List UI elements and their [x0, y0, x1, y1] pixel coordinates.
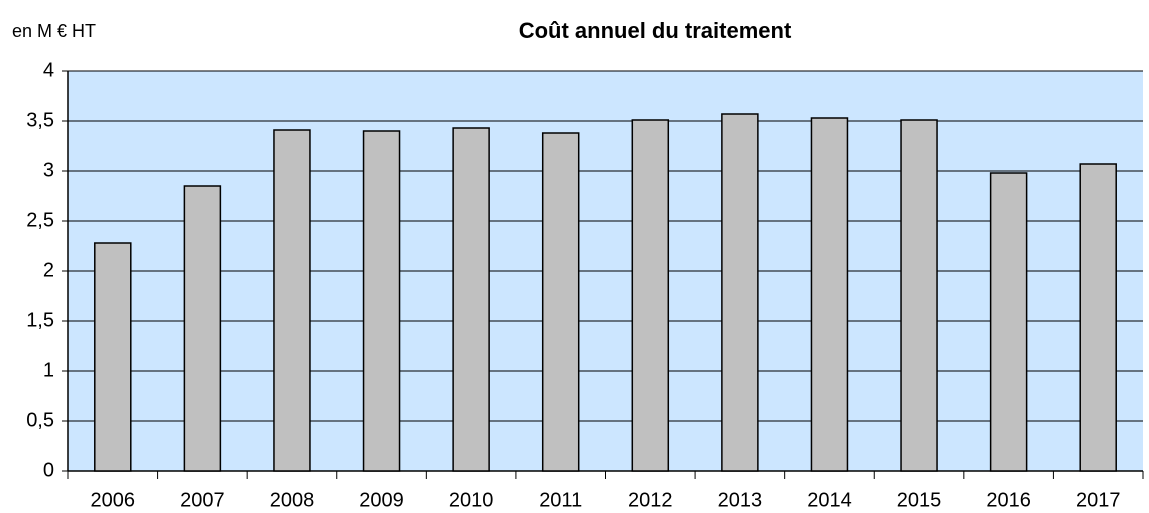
- x-tick-label: 2010: [449, 489, 494, 511]
- bar: [631, 119, 670, 472]
- y-tick-label: 3: [43, 159, 54, 181]
- x-tick-label: 2009: [359, 489, 404, 511]
- bar: [94, 242, 132, 472]
- y-tick-label: 1: [43, 359, 54, 381]
- y-tick-label: 2,5: [26, 209, 54, 231]
- bar: [183, 185, 222, 472]
- y-tick-label: 4: [43, 59, 54, 81]
- unit-label: en M € HT: [12, 21, 96, 41]
- bar: [452, 127, 490, 472]
- x-tick-label: 2014: [807, 489, 852, 511]
- x-tick-label: 2016: [986, 489, 1031, 511]
- x-tick-label: 2015: [897, 489, 942, 511]
- bar: [900, 119, 938, 472]
- x-tick-label: 2007: [180, 489, 225, 511]
- x-tick-label: 2011: [539, 489, 582, 511]
- y-tick-label: 0: [43, 459, 54, 481]
- y-tick-label: 1,5: [26, 309, 54, 331]
- bar: [273, 129, 311, 472]
- bar: [721, 113, 759, 472]
- bar: [810, 117, 849, 472]
- y-tick-label: 0,5: [26, 409, 54, 431]
- bar: [362, 130, 401, 472]
- y-tick-label: 3,5: [26, 109, 54, 131]
- bar: [1079, 163, 1117, 472]
- y-tick-label: 2: [43, 259, 54, 281]
- x-tick-label: 2013: [718, 489, 763, 511]
- x-tick-label: 2008: [270, 489, 315, 511]
- x-tick-label: 2006: [91, 489, 136, 511]
- chart-title: Coût annuel du traitement: [519, 18, 792, 43]
- bar: [989, 172, 1028, 472]
- x-tick-label: 2012: [628, 489, 673, 511]
- bar: [541, 132, 580, 472]
- x-tick-label: 2017: [1076, 489, 1121, 511]
